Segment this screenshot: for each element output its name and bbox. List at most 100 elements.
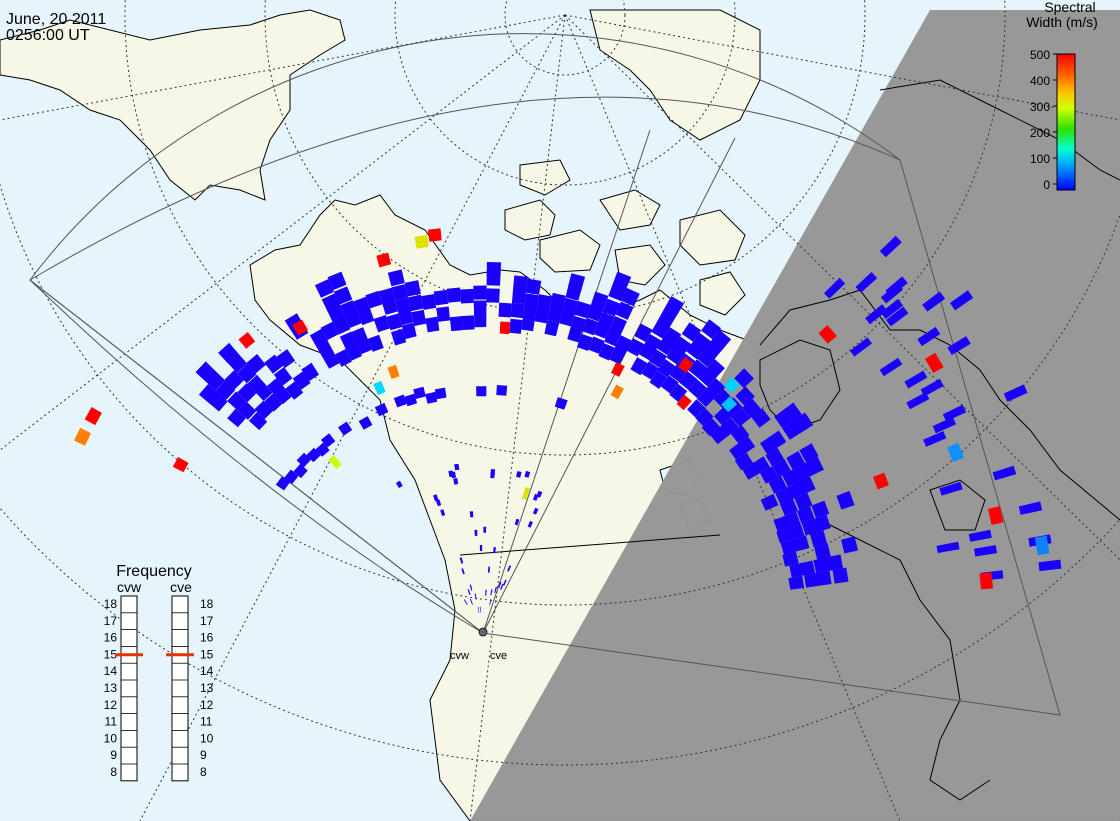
scatter-cell — [499, 321, 511, 335]
colorbar-tick-label: 100 — [1030, 152, 1050, 166]
colorbar-tick-label: 500 — [1030, 48, 1050, 62]
scatter-cell — [536, 294, 553, 311]
scatter-cell — [496, 385, 508, 396]
scatter-cell — [850, 337, 872, 357]
scatter-cell — [804, 572, 820, 588]
scatter-cell — [454, 463, 460, 471]
colorbar-title-line1: Spectral — [1044, 0, 1095, 15]
scatter-cell — [836, 490, 855, 510]
scatter-cell — [767, 430, 787, 450]
scatter-cell — [391, 328, 407, 346]
scatter-cell — [794, 492, 813, 511]
scatter-cell — [238, 332, 256, 349]
scatter-cell — [947, 336, 971, 355]
scatter-cell — [701, 319, 722, 340]
scatter-cell — [513, 275, 528, 291]
scatter-cell — [306, 447, 321, 463]
scatter-cell — [597, 312, 615, 330]
scatter-cell — [248, 411, 268, 431]
scatter-cell — [782, 551, 799, 567]
scatter-cell — [411, 309, 427, 326]
scatter-cell — [832, 567, 849, 584]
scatter-cell — [373, 380, 386, 396]
scatter-cell — [327, 271, 347, 291]
scatter-cell — [421, 294, 437, 310]
scatter-cell — [815, 570, 832, 586]
scatter-cell — [669, 383, 688, 402]
scatter-cell — [780, 539, 798, 555]
scatter-cell — [285, 381, 304, 400]
scatter-cell — [705, 337, 725, 358]
scatter-cell — [237, 383, 257, 403]
frequency-column-left — [120, 595, 138, 782]
frequency-scale-label: 12 — [104, 698, 118, 712]
scatter-cell — [205, 370, 226, 391]
scatter-cell — [224, 370, 244, 390]
scatter-cell — [470, 598, 473, 605]
scatter-cell — [677, 357, 694, 373]
frequency-boxes: 18 17 16 15 14 13 12 11 10 9 8 18 17 16 15 14 13 12 11 10 9 8 — [104, 595, 214, 782]
scatter-cell — [626, 338, 645, 357]
scatter-cell — [266, 378, 286, 397]
radar-scatter — [74, 228, 1062, 613]
date-label: June, 20 2011 — [6, 11, 106, 28]
frequency-scale-label: 12 — [200, 698, 214, 712]
scatter-cell — [459, 557, 464, 564]
scatter-cell — [721, 396, 738, 413]
frequency-scale-label: 11 — [200, 715, 213, 729]
scatter-cell — [493, 547, 496, 554]
scatter-cell — [713, 389, 733, 409]
scatter-cell — [386, 313, 403, 331]
scatter-cell — [765, 447, 785, 467]
scatter-cell — [865, 304, 888, 325]
scatter-cell — [760, 493, 779, 511]
scatter-cell — [917, 326, 941, 347]
scatter-cell — [550, 292, 566, 310]
scatter-cell — [521, 315, 536, 332]
scatter-cell — [814, 543, 831, 560]
scatter-cell — [547, 306, 563, 323]
scatter-cell — [792, 535, 810, 552]
scatter-cell — [314, 279, 334, 298]
scatter-cell — [391, 284, 409, 301]
colorbar-title-line2: Width (m/s) — [1026, 14, 1098, 30]
scatter-cell — [612, 271, 632, 290]
scatter-cell — [479, 545, 483, 551]
scatter-cell — [507, 565, 512, 572]
scatter-cell — [74, 427, 91, 446]
scatter-cell — [751, 456, 771, 475]
scatter-cell — [979, 572, 994, 590]
island-5 — [519, 159, 571, 196]
scatter-cell — [768, 475, 787, 494]
scatter-cell — [880, 283, 904, 304]
frequency-scale-label: 18 — [104, 597, 118, 611]
scatter-cell — [1003, 384, 1028, 402]
scatter-cell — [489, 599, 492, 606]
scatter-cell — [741, 398, 762, 419]
scatter-cell — [514, 518, 520, 526]
scatter-cell — [648, 349, 667, 368]
scatter-cell — [782, 511, 801, 529]
scatter-cell — [886, 306, 909, 327]
scatter-cell — [461, 568, 465, 575]
colorbar-tick-label: 300 — [1030, 100, 1050, 114]
scatter-cell — [950, 290, 974, 311]
scatter-cell — [172, 457, 189, 473]
scatter-cell — [433, 289, 449, 306]
scatter-cell — [657, 359, 676, 378]
scatter-cell — [237, 401, 257, 420]
scatter-cell — [273, 367, 293, 386]
scatter-cell — [688, 379, 707, 399]
frequency-scale-label: 8 — [200, 765, 207, 779]
scatter-cell — [780, 498, 798, 516]
scatter-cell — [448, 470, 454, 478]
scatter-cell — [436, 306, 451, 322]
scatter-cell — [433, 494, 439, 502]
radar-label-right: cve — [490, 650, 507, 662]
scatter-cell — [660, 375, 679, 394]
scatter-cell — [782, 468, 801, 487]
frequency-scale-label: 13 — [104, 681, 118, 695]
scatter-cell — [936, 541, 960, 553]
scatter-cell — [615, 301, 634, 320]
